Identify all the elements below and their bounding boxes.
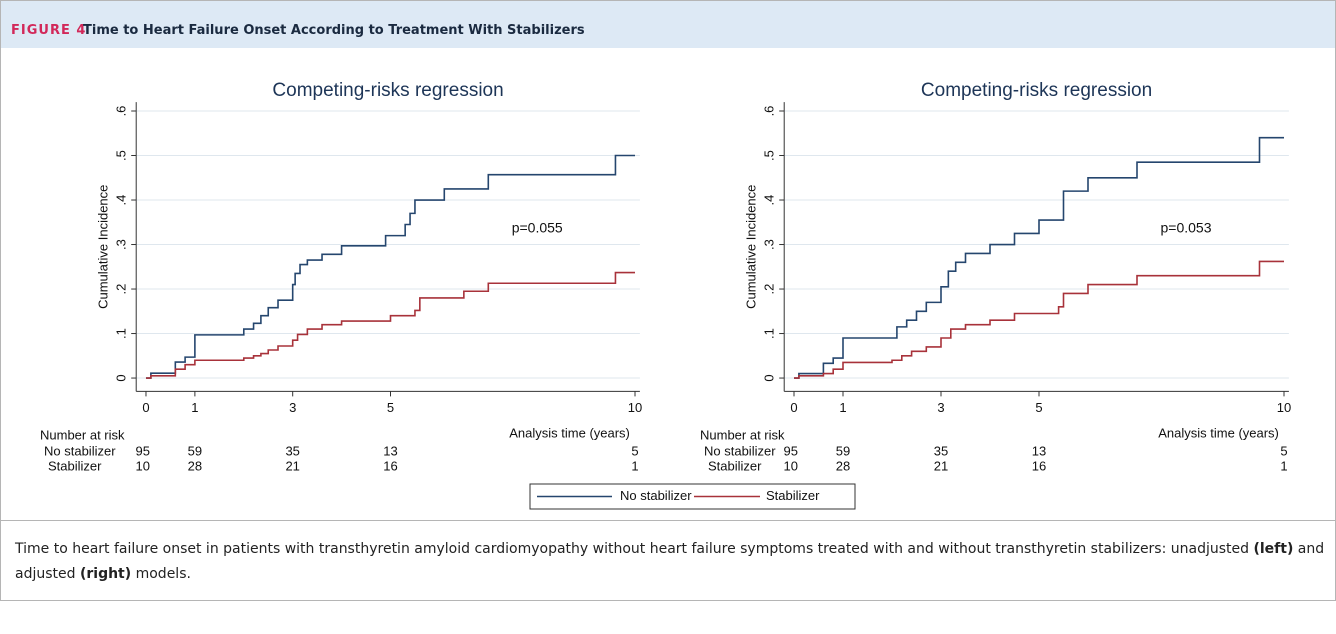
figure-header: FIGURE 4 Time to Heart Failure Onset Acc… [1, 1, 1335, 48]
risk-value: 28 [836, 458, 850, 473]
risk-table-title: Number at risk [40, 427, 125, 442]
risk-value: 5 [1280, 443, 1287, 458]
y-tick-label: .1 [762, 328, 777, 339]
risk-value: 21 [934, 458, 948, 473]
risk-row-label: No stabilizer [44, 443, 116, 458]
series-line [794, 136, 1284, 379]
risk-value: 1 [1280, 458, 1287, 473]
legend-label: Stabilizer [766, 488, 820, 503]
risk-value: 1 [631, 458, 638, 473]
risk-value: 10 [784, 458, 798, 473]
annotation: p=0.055 [512, 220, 563, 236]
series-line [794, 260, 1284, 379]
y-tick-label: .2 [114, 284, 129, 295]
x-tick-label: 3 [289, 400, 296, 415]
y-tick-label: .5 [762, 150, 777, 161]
figure-title: Time to Heart Failure Onset According to… [83, 23, 585, 38]
annotation: p=0.053 [1161, 220, 1212, 236]
caption-text: Time to heart failure onset in patients … [15, 541, 1254, 557]
risk-table-title: Number at risk [700, 427, 785, 442]
caption-text: and adjusted [15, 541, 1325, 582]
risk-value: 16 [1032, 458, 1046, 473]
y-axis-label: Cumulative Incidence [96, 185, 111, 309]
x-axis-label: Analysis time (years) [509, 425, 630, 440]
y-tick-label: 0 [114, 374, 129, 381]
caption-bold: (left) [1253, 541, 1294, 557]
x-tick-label: 5 [1035, 400, 1042, 415]
risk-row-label: No stabilizer [704, 443, 776, 458]
y-tick-label: 0 [762, 374, 777, 381]
risk-value: 13 [383, 443, 397, 458]
risk-value: 16 [383, 458, 397, 473]
risk-value: 5 [631, 443, 638, 458]
caption-bold: (right) [79, 566, 132, 582]
y-tick-label: .1 [114, 328, 129, 339]
x-tick-label: 3 [937, 400, 944, 415]
series-line [145, 271, 636, 379]
y-tick-label: .2 [762, 284, 777, 295]
y-tick-label: .6 [114, 106, 129, 117]
risk-value: 13 [1032, 443, 1046, 458]
x-tick-label: 0 [790, 400, 797, 415]
figure-label: FIGURE 4 [11, 23, 87, 38]
y-tick-label: .5 [114, 150, 129, 161]
chart-title: Competing-risks regression [921, 80, 1152, 101]
risk-value: 28 [188, 458, 202, 473]
charts: Competing-risks regression 0 .1 .2 .3 .4 .5 .6 0… [40, 80, 1291, 510]
risk-row-label: Stabilizer [48, 458, 102, 473]
x-tick-label: 0 [142, 400, 149, 415]
separator [1, 520, 1335, 521]
y-tick-label: .4 [114, 195, 129, 206]
y-axis-label: Cumulative Incidence [744, 185, 759, 309]
caption-text: models. [131, 566, 191, 582]
risk-value: 35 [934, 443, 948, 458]
risk-row-label: Stabilizer [708, 458, 762, 473]
risk-value: 59 [836, 443, 850, 458]
risk-value: 59 [188, 443, 202, 458]
y-tick-label: .3 [762, 239, 777, 250]
x-axis-label: Analysis time (years) [1158, 425, 1279, 440]
series-line [145, 154, 636, 379]
legend-label: No stabilizer [620, 488, 692, 503]
x-tick-label: 1 [191, 400, 198, 415]
y-tick-label: .6 [762, 106, 777, 117]
y-tick-label: .4 [762, 195, 777, 206]
caption: Time to heart failure onset in patients … [15, 537, 1325, 587]
x-tick-label: 10 [1277, 400, 1291, 415]
risk-value: 21 [285, 458, 299, 473]
risk-value: 95 [136, 443, 150, 458]
chart-title: Competing-risks regression [272, 80, 503, 101]
y-tick-label: .3 [114, 239, 129, 250]
x-tick-label: 10 [628, 400, 642, 415]
risk-value: 35 [285, 443, 299, 458]
x-tick-label: 5 [387, 400, 394, 415]
risk-value: 95 [784, 443, 798, 458]
risk-value: 10 [136, 458, 150, 473]
x-tick-label: 1 [839, 400, 846, 415]
